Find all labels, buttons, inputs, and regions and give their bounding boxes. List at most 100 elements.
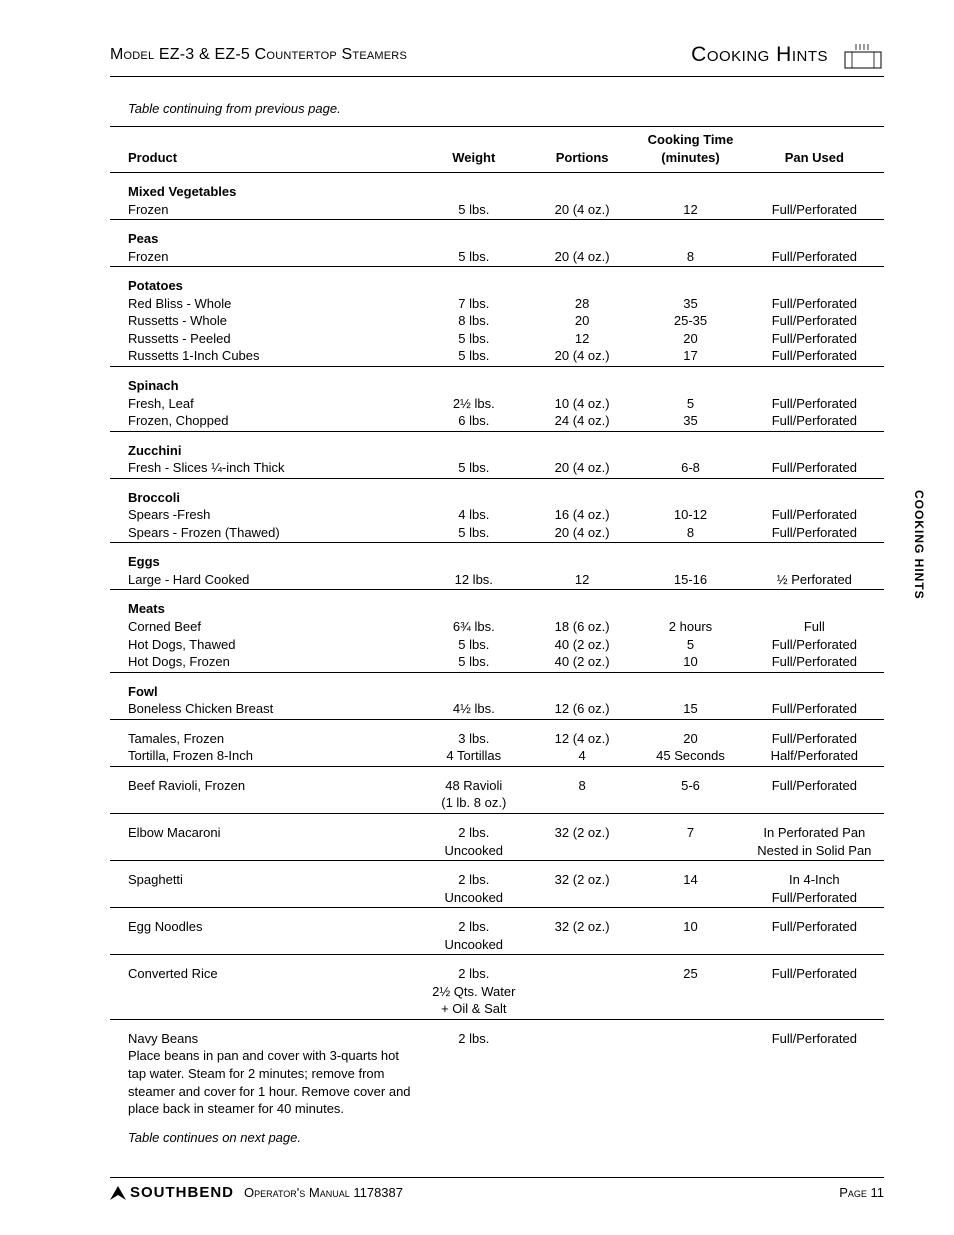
- footer-right: Page 11: [839, 1185, 884, 1200]
- cell-weight: 2 lbs.Uncooked: [420, 813, 528, 860]
- cell-pan: Full/Perforated: [745, 201, 884, 220]
- section-header-cell: Meats: [110, 590, 420, 618]
- cell-weight: 5 lbs.: [420, 201, 528, 220]
- cell-time: 8: [636, 248, 744, 267]
- cell-portions: 32 (2 oz.): [528, 861, 636, 908]
- cell-weight: 2 lbs.: [420, 1019, 528, 1117]
- table-row: Russetts 1-Inch Cubes5 lbs.20 (4 oz.)17F…: [110, 347, 884, 366]
- section-header-cell: Peas: [110, 220, 420, 248]
- section-header-row: Peas: [110, 220, 884, 248]
- cell-weight: 6 lbs.: [420, 412, 528, 431]
- cell-pan: Full/Perforated: [745, 395, 884, 413]
- section-header-row: Mixed Vegetables: [110, 173, 884, 201]
- cell-weight: 2 lbs.Uncooked: [420, 861, 528, 908]
- cell-pan: Full: [745, 618, 884, 636]
- cell-weight: 48 Ravioli(1 lb. 8 oz.): [420, 766, 528, 813]
- cell-pan: Full/Perforated: [745, 955, 884, 1020]
- cell-weight: 5 lbs.: [420, 248, 528, 267]
- cell-portions: 32 (2 oz.): [528, 908, 636, 955]
- cell-weight: 6¾ lbs.: [420, 618, 528, 636]
- cell-time: 17: [636, 347, 744, 366]
- table-row: Spears - Frozen (Thawed)5 lbs.20 (4 oz.)…: [110, 524, 884, 543]
- cell-portions: [528, 955, 636, 1020]
- section-header-row: Meats: [110, 590, 884, 618]
- col-pan: Pan Used: [745, 127, 884, 173]
- cell-weight: 4 lbs.: [420, 506, 528, 524]
- section-header-cell: Eggs: [110, 543, 420, 571]
- cell-pan: Full/Perforated: [745, 766, 884, 813]
- table-row: Tortilla, Frozen 8-Inch4 Tortillas445 Se…: [110, 747, 884, 766]
- table-note-top: Table continuing from previous page.: [128, 101, 884, 116]
- table-row: Hot Dogs, Frozen5 lbs.40 (2 oz.)10Full/P…: [110, 653, 884, 672]
- cell-portions: 20 (4 oz.): [528, 201, 636, 220]
- table-row: Spaghetti2 lbs.Uncooked32 (2 oz.)14In 4-…: [110, 861, 884, 908]
- cell-time: 14: [636, 861, 744, 908]
- cell-weight: 2 lbs.2½ Qts. Water+ Oil & Salt: [420, 955, 528, 1020]
- steamer-icon: [842, 40, 884, 70]
- table-row: Boneless Chicken Breast4½ lbs.12 (6 oz.)…: [110, 700, 884, 719]
- cell-product: Navy BeansPlace beans in pan and cover w…: [110, 1019, 420, 1117]
- cell-pan: Full/Perforated: [745, 506, 884, 524]
- cell-time: 15: [636, 700, 744, 719]
- cell-pan: In Perforated PanNested in Solid Pan: [745, 813, 884, 860]
- cell-product: Beef Ravioli, Frozen: [110, 766, 420, 813]
- cell-pan: Full/Perforated: [745, 312, 884, 330]
- cell-weight: 5 lbs.: [420, 524, 528, 543]
- table-row: Russetts - Whole8 lbs.2025-35Full/Perfor…: [110, 312, 884, 330]
- cell-product: Boneless Chicken Breast: [110, 700, 420, 719]
- section-header-cell: Broccoli: [110, 478, 420, 506]
- cell-weight: 5 lbs.: [420, 347, 528, 366]
- cell-time: 5: [636, 395, 744, 413]
- cell-product: Frozen: [110, 248, 420, 267]
- cooking-table: Product Weight Portions Cooking Time (mi…: [110, 126, 884, 1118]
- cell-portions: 10 (4 oz.): [528, 395, 636, 413]
- section-header-row: Fowl: [110, 672, 884, 700]
- cell-pan: Full/Perforated: [745, 719, 884, 747]
- table-row: Russetts - Peeled5 lbs.1220Full/Perforat…: [110, 330, 884, 348]
- cell-portions: 18 (6 oz.): [528, 618, 636, 636]
- table-row: Large - Hard Cooked12 lbs.1215-16½ Perfo…: [110, 571, 884, 590]
- cell-weight: 3 lbs.: [420, 719, 528, 747]
- cell-time: 6-8: [636, 459, 744, 478]
- section-header-cell: Mixed Vegetables: [110, 173, 420, 201]
- section-header-row: Spinach: [110, 367, 884, 395]
- col-weight: Weight: [420, 127, 528, 173]
- cell-time: 10-12: [636, 506, 744, 524]
- table-row: Navy BeansPlace beans in pan and cover w…: [110, 1019, 884, 1117]
- cell-weight: 2 lbs.Uncooked: [420, 908, 528, 955]
- cell-portions: 32 (2 oz.): [528, 813, 636, 860]
- cell-time: 8: [636, 524, 744, 543]
- cell-time: 45 Seconds: [636, 747, 744, 766]
- section-header-cell: Zucchini: [110, 431, 420, 459]
- table-row: Fresh - Slices ¼-inch Thick5 lbs.20 (4 o…: [110, 459, 884, 478]
- cell-pan: Full/Perforated: [745, 330, 884, 348]
- cell-portions: 4: [528, 747, 636, 766]
- table-row: Elbow Macaroni2 lbs.Uncooked32 (2 oz.)7I…: [110, 813, 884, 860]
- cell-weight: 12 lbs.: [420, 571, 528, 590]
- cell-pan: Full/Perforated: [745, 524, 884, 543]
- cell-pan: Full/Perforated: [745, 295, 884, 313]
- section-header-row: Broccoli: [110, 478, 884, 506]
- col-product: Product: [110, 127, 420, 173]
- cell-time: 25: [636, 955, 744, 1020]
- cell-portions: 12: [528, 330, 636, 348]
- cell-time: 2 hours: [636, 618, 744, 636]
- cell-portions: 20: [528, 312, 636, 330]
- footer-center: Operator's Manual 1178387: [244, 1185, 403, 1200]
- cell-product: Russetts 1-Inch Cubes: [110, 347, 420, 366]
- cell-product: Hot Dogs, Thawed: [110, 636, 420, 654]
- cell-product: Elbow Macaroni: [110, 813, 420, 860]
- cell-weight: 8 lbs.: [420, 312, 528, 330]
- cell-pan: Full/Perforated: [745, 653, 884, 672]
- cell-pan: ½ Perforated: [745, 571, 884, 590]
- section-header-cell: Spinach: [110, 367, 420, 395]
- brand-logo: SOUTHBEND: [110, 1184, 234, 1201]
- header-right-group: Cooking Hints: [691, 40, 884, 70]
- cell-time: 12: [636, 201, 744, 220]
- cell-time: 20: [636, 330, 744, 348]
- cell-portions: 20 (4 oz.): [528, 248, 636, 267]
- header-left: Model EZ-3 & EZ-5 Countertop Steamers: [110, 46, 407, 64]
- table-row: Hot Dogs, Thawed5 lbs.40 (2 oz.)5Full/Pe…: [110, 636, 884, 654]
- cell-pan: Full/Perforated: [745, 412, 884, 431]
- cell-time: [636, 1019, 744, 1117]
